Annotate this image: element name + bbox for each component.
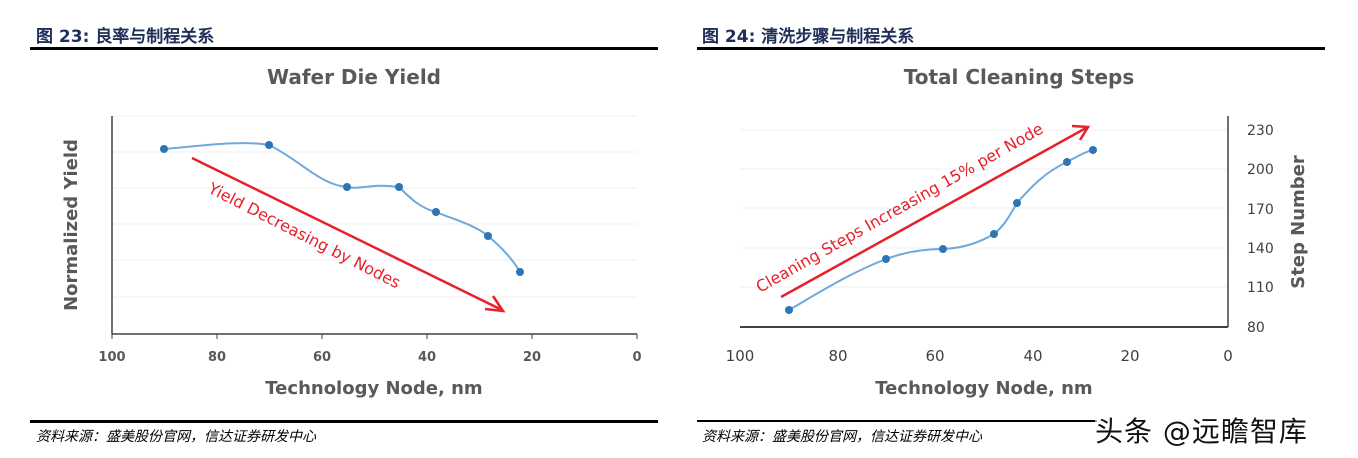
svg-text:20: 20 (523, 350, 541, 365)
svg-text:140: 140 (1247, 241, 1274, 257)
svg-text:60: 60 (925, 347, 944, 365)
decreasing-arrow-icon (191, 156, 506, 313)
svg-text:0: 0 (632, 350, 641, 365)
x-axis-label: Technology Node, nm (875, 378, 1092, 399)
gridlines (740, 129, 1228, 288)
heading-rule-right (697, 47, 1325, 50)
svg-text:80: 80 (208, 350, 226, 365)
x-axis-label: Technology Node, nm (265, 378, 482, 399)
yield-chart: Wafer Die Yield 100 80 60 40 20 0 Techno… (61, 65, 642, 399)
svg-text:170: 170 (1247, 202, 1274, 218)
svg-text:40: 40 (1023, 347, 1042, 365)
y-axis-label: Normalized Yield (61, 139, 82, 311)
svg-text:110: 110 (1247, 280, 1274, 296)
svg-text:200: 200 (1247, 162, 1274, 178)
source-rule-right (697, 420, 1097, 422)
heading-rule-left (30, 47, 658, 50)
gridlines (112, 115, 637, 298)
svg-text:20: 20 (1120, 347, 1139, 365)
x-tick-labels: 100 80 60 40 20 0 (726, 347, 1233, 365)
figure-23-heading: 图 23: 良率与制程关系 (36, 27, 215, 47)
yield-markers (160, 141, 524, 276)
svg-text:80: 80 (828, 347, 847, 365)
svg-text:60: 60 (313, 350, 331, 365)
y-tick-labels: 230 200 170 140 110 80 (1247, 123, 1274, 336)
x-tick-labels: 100 80 60 40 20 0 (98, 350, 641, 365)
steps-markers (785, 146, 1097, 314)
cleaning-steps-chart: Total Cleaning Steps 230 200 170 140 110… (726, 65, 1309, 399)
svg-text:40: 40 (418, 350, 436, 365)
chart-title: Wafer Die Yield (267, 65, 441, 89)
source-note-left: 资料来源：盛美股份官网，信达证券研发中心 (36, 429, 316, 445)
svg-text:100: 100 (726, 347, 755, 365)
svg-text:100: 100 (98, 350, 125, 365)
yield-annotation: Yield Decreasing by Nodes (204, 178, 403, 292)
svg-text:80: 80 (1247, 320, 1265, 336)
svg-text:230: 230 (1247, 123, 1274, 139)
figure-24-heading: 图 24: 清洗步骤与制程关系 (702, 27, 915, 47)
source-note-right: 资料来源：盛美股份官网，信达证券研发中心 (702, 429, 982, 445)
source-rule-left (30, 420, 658, 423)
y-axis-label: Step Number (1288, 155, 1309, 289)
watermark: 头条 @远瞻智库 (1095, 410, 1308, 450)
increasing-arrow-icon (780, 124, 1091, 299)
chart-title: Total Cleaning Steps (904, 65, 1135, 89)
svg-text:0: 0 (1223, 347, 1233, 365)
